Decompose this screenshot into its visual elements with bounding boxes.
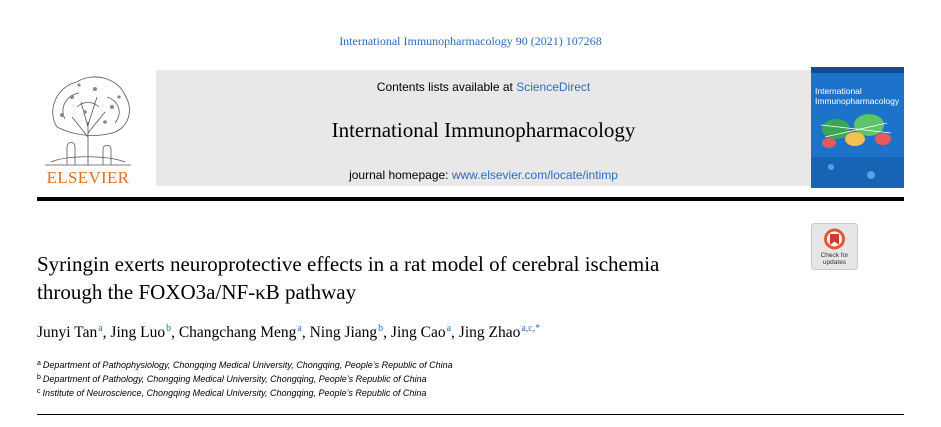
elsevier-tree-logo-icon	[45, 76, 131, 166]
check-for-updates-icon[interactable]: Check for updates	[811, 223, 858, 270]
author-affiliation-mark[interactable]: b	[166, 323, 172, 334]
author-affiliation-mark[interactable]: a	[446, 323, 452, 334]
affiliation-b: b Department of Pathology, Chongqing Medi…	[37, 374, 427, 384]
article-title-line2: through the FOXO3a/NF-κB pathway	[37, 280, 357, 304]
homepage-line: journal homepage: www.elsevier.com/locat…	[156, 168, 811, 182]
affiliation-c: c Institute of Neuroscience, Chongqing Me…	[37, 388, 427, 398]
author[interactable]: Jing Caoa	[390, 323, 452, 341]
author[interactable]: Junyi Tana	[37, 323, 103, 341]
author[interactable]: Changchang Menga	[178, 323, 302, 341]
journal-homepage-link[interactable]: www.elsevier.com/locate/intimp	[451, 168, 618, 182]
affiliation-a: a Department of Pathophysiology, Chongqin…	[37, 360, 453, 370]
affiliations-divider	[37, 414, 904, 415]
article-title: Syringin exerts neuroprotective effects …	[37, 250, 797, 306]
header-divider	[37, 197, 904, 201]
author-list: Junyi Tana, Jing Luob, Changchang Menga,…	[37, 323, 541, 341]
author-affiliation-mark[interactable]: a	[98, 323, 103, 334]
journal-cover-image: International Immunopharmacology	[811, 67, 904, 188]
journal-info-box: Contents lists available at ScienceDirec…	[156, 70, 811, 186]
contents-prefix: Contents lists available at	[376, 80, 517, 94]
cover-title-line1: International	[815, 86, 862, 96]
author-affiliation-mark[interactable]: a	[297, 323, 302, 334]
author[interactable]: Jing Zhaoa,c,*	[458, 323, 541, 341]
cover-title-line2: Immunopharmacology	[815, 96, 900, 106]
sciencedirect-link[interactable]: ScienceDirect	[516, 80, 591, 94]
homepage-prefix: journal homepage:	[349, 168, 452, 182]
author-affiliation-mark[interactable]: a,c,*	[521, 323, 541, 334]
article-title-line1: Syringin exerts neuroprotective effects …	[37, 252, 660, 276]
journal-header-banner: ELSEVIER Contents lists available at Sci…	[37, 67, 904, 188]
author[interactable]: Ning Jiangb	[309, 323, 384, 341]
author[interactable]: Jing Luob	[110, 323, 172, 341]
contents-line: Contents lists available at ScienceDirec…	[156, 80, 811, 94]
elsevier-wordmark: ELSEVIER	[46, 168, 130, 187]
journal-title: International Immunopharmacology	[331, 118, 636, 142]
journal-citation: International Immunopharmacology 90 (202…	[339, 34, 602, 48]
check-updates-line1: Check for	[821, 252, 850, 259]
author-affiliation-mark[interactable]: b	[378, 323, 384, 334]
check-updates-line2: updates	[823, 259, 847, 266]
